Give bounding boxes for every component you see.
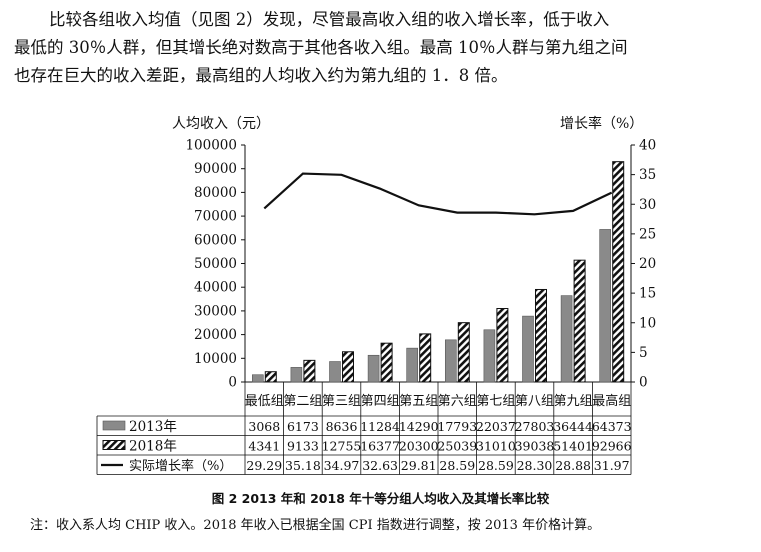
data-label: 14290 [399,419,439,434]
bar-2018 [457,322,470,383]
y-tick-label: 70000 [194,209,237,225]
bar-2013 [329,361,341,383]
bar-2018 [303,359,316,383]
data-label: 92966 [592,439,632,454]
category-label: 最低组 [245,394,284,409]
bar-2013 [444,339,457,383]
bar-2018 [535,288,547,383]
y2-tick-label: 40 [639,138,656,154]
data-label: 28.59 [478,458,514,473]
body-paragraph: 比较各组收入均值（见图 2）发现，尽管最高收入组的收入增长率，低于收入 最低的 … [14,6,754,90]
y-tick-label: 10000 [194,351,237,367]
category-label: 第八组 [515,394,554,409]
y2-tick-label: 5 [639,345,648,361]
data-label: 12755 [322,439,362,454]
data-label: 9133 [287,439,319,454]
y2-tick-label: 0 [639,375,648,391]
bar-2018 [573,259,586,383]
figure-note: 注：收入系人均 CHIP 收入。2018 年收入已根据全国 CPI 指数进行调整… [30,518,601,533]
data-label: 11284 [360,419,400,434]
bar-2013 [599,229,612,383]
figure-caption: 图 2 2013 年和 2018 年十等分组人均收入及其增长率比较 [211,491,550,506]
y-tick-label: 20000 [194,327,237,343]
y-tick-label: 90000 [194,161,237,177]
bar-2013 [367,354,380,383]
data-label: 32.63 [362,458,398,473]
y-tick-label: 60000 [194,232,237,248]
y2-tick-label: 20 [639,256,656,272]
growth-rate-line [263,172,613,216]
data-label: 28.59 [439,458,475,473]
category-label: 第二组 [283,394,322,409]
data-label: 39038 [515,439,555,454]
legend-swatch-2013 [102,420,126,431]
category-label: 第九组 [554,394,593,409]
bar-2018 [264,371,277,383]
y-tick-label: 0 [228,375,237,391]
category-label: 第五组 [399,394,438,409]
data-label: 8636 [326,419,358,434]
bar-2018 [342,351,354,383]
bar-2013 [406,347,419,383]
y2-tick-label: 35 [639,167,656,183]
y2-tick-label: 30 [639,197,656,213]
data-label: 28.30 [517,458,553,473]
data-label: 22037 [476,419,516,434]
y-tick-label: 40000 [194,280,237,296]
paragraph-line: 也存在巨大的收入差距，最高组的人均收入约为第九组的 1．8 倍。 [14,66,508,85]
y2-tick-label: 15 [639,286,656,302]
legend-label-growth: 实际增长率（%） [129,458,232,474]
legend-label-2018: 2018年 [129,439,177,455]
bar-2018 [612,161,625,383]
bar-2013 [560,295,573,383]
bar-2013 [522,315,534,383]
data-label: 31.97 [594,458,630,473]
y2-tick-label: 25 [639,226,656,242]
data-label: 36444 [553,419,593,434]
legend-swatch-2018 [102,440,126,450]
paragraph-line: 比较各组收入均值（见图 2）发现，尽管最高收入组的收入增长率，低于收入 [49,10,610,29]
category-label: 第六组 [438,394,477,409]
data-label: 35.18 [285,458,321,473]
y-tick-label: 50000 [194,256,237,272]
data-label: 34.97 [324,458,360,473]
y-axis-title: 人均收入（元） [172,116,270,132]
y2-tick-label: 10 [639,315,656,331]
bar-2018 [496,308,509,383]
data-label: 28.88 [555,458,591,473]
data-label: 3068 [248,419,280,434]
category-label: 第四组 [361,394,400,409]
data-label: 29.81 [401,458,437,473]
data-label: 27803 [515,419,555,434]
data-label: 16377 [360,439,400,454]
bar-2013 [483,329,496,383]
y2-axis-title: 增长率（%） [560,115,643,132]
data-label: 20300 [399,439,439,454]
y-tick-label: 30000 [194,303,237,319]
y-tick-label: 100000 [185,138,237,154]
category-label: 第七组 [476,394,515,409]
category-label: 最高组 [592,393,631,409]
category-label: 第三组 [322,394,361,409]
data-label: 51401 [553,439,593,454]
data-label: 29.29 [246,458,282,473]
data-label: 25039 [437,439,477,454]
data-label: 31010 [476,439,516,454]
bar-2018 [380,342,393,383]
bar-2013 [290,367,303,383]
y-tick-label: 80000 [194,185,237,201]
bar-2013 [252,374,264,383]
data-label: 6173 [287,419,319,434]
legend-label-2013: 2013年 [129,419,177,435]
paragraph-line: 最低的 30％人群，但其增长绝对数高于其他各收入组。最高 10％人群与第九组之间 [14,38,628,57]
data-label: 64373 [592,419,632,434]
income-growth-chart: 人均收入（元） 增长率（%） 0 10000 20000 30000 40000 50000 6… [96,115,656,475]
data-label: 4341 [248,439,280,454]
bar-2018 [419,333,432,383]
data-label: 17793 [437,419,477,434]
